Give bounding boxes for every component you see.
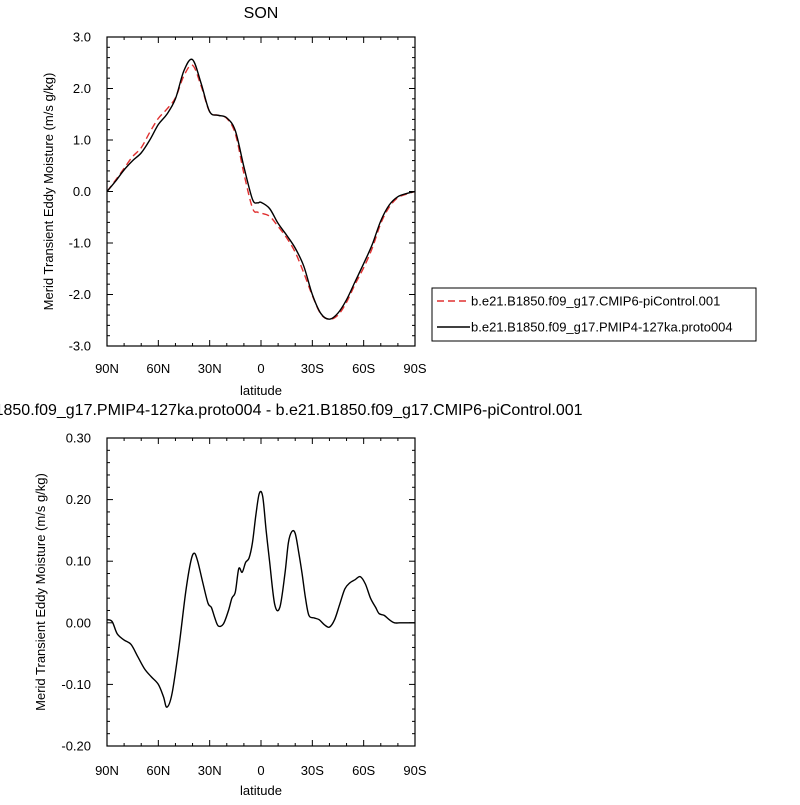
- series-line-2: [107, 58, 415, 320]
- y-tick-label: 3.0: [73, 30, 91, 45]
- chart-title: SON: [244, 5, 279, 22]
- y-tick-label: 1.0: [73, 133, 91, 148]
- x-tick-label: 90S: [403, 763, 426, 778]
- legend-box: [431, 287, 757, 342]
- y-tick-label: -1.0: [69, 236, 91, 251]
- y-axis-label: Merid Transient Eddy Moisture (m/s g/kg): [41, 73, 56, 311]
- chart-title: b.e21.B1850.f09_g17.PMIP4-127ka.proto004…: [0, 402, 583, 419]
- y-tick-label: -2.0: [69, 287, 91, 302]
- y-tick-label: 0.10: [66, 554, 91, 569]
- chart-panel-2: 90N 60N 30N 0 30S 60S 90S -0.20 -0.10 0.00 0.10 0.2…: [0, 402, 583, 798]
- y-axis-label: Merid Transient Eddy Moisture (m/s g/kg): [33, 473, 48, 711]
- y-tick-label: -3.0: [69, 339, 91, 354]
- plot-frame: [106, 36, 416, 347]
- y-tick-label: 2.0: [73, 81, 91, 96]
- legend-entry-1: b.e21.B1850.f09_g17.CMIP6-piControl.001: [471, 294, 720, 309]
- legend-entry-2: b.e21.B1850.f09_g17.PMIP4-127ka.proto004: [471, 320, 733, 335]
- y-tick-label: -0.20: [61, 739, 91, 754]
- x-tick-label: 30N: [198, 361, 222, 376]
- x-tick-label: 60S: [352, 763, 375, 778]
- x-tick-label: 0: [257, 763, 264, 778]
- x-tick-label: 90N: [95, 763, 119, 778]
- x-tick-label: 30S: [301, 763, 324, 778]
- x-tick-label: 90N: [95, 361, 119, 376]
- y-tick-label: 0.20: [66, 492, 91, 507]
- x-tick-label: 60N: [146, 361, 170, 376]
- series-line-1: [107, 64, 415, 320]
- x-axis-label: latitude: [240, 383, 282, 398]
- x-tick-label: 90S: [403, 361, 426, 376]
- x-tick-label: 30N: [198, 763, 222, 778]
- series-line-1: [107, 490, 415, 708]
- x-tick-label: 0: [257, 361, 264, 376]
- x-tick-label: 30S: [301, 361, 324, 376]
- y-tick-label: 0.30: [66, 431, 91, 446]
- y-tick-label: -0.10: [61, 677, 91, 692]
- x-axis-label: latitude: [240, 783, 282, 798]
- x-tick-label: 60N: [146, 763, 170, 778]
- x-tick-label: 60S: [352, 361, 375, 376]
- y-tick-label: 0.0: [73, 184, 91, 199]
- chart-panel-1: 90N 60N 30N 0 30S 60S 90S -3.0 -2.0 -1.0 0.0 1.0 2.0…: [41, 5, 757, 398]
- y-tick-label: 0.00: [66, 615, 91, 630]
- legend: b.e21.B1850.f09_g17.CMIP6-piControl.001b…: [431, 287, 757, 342]
